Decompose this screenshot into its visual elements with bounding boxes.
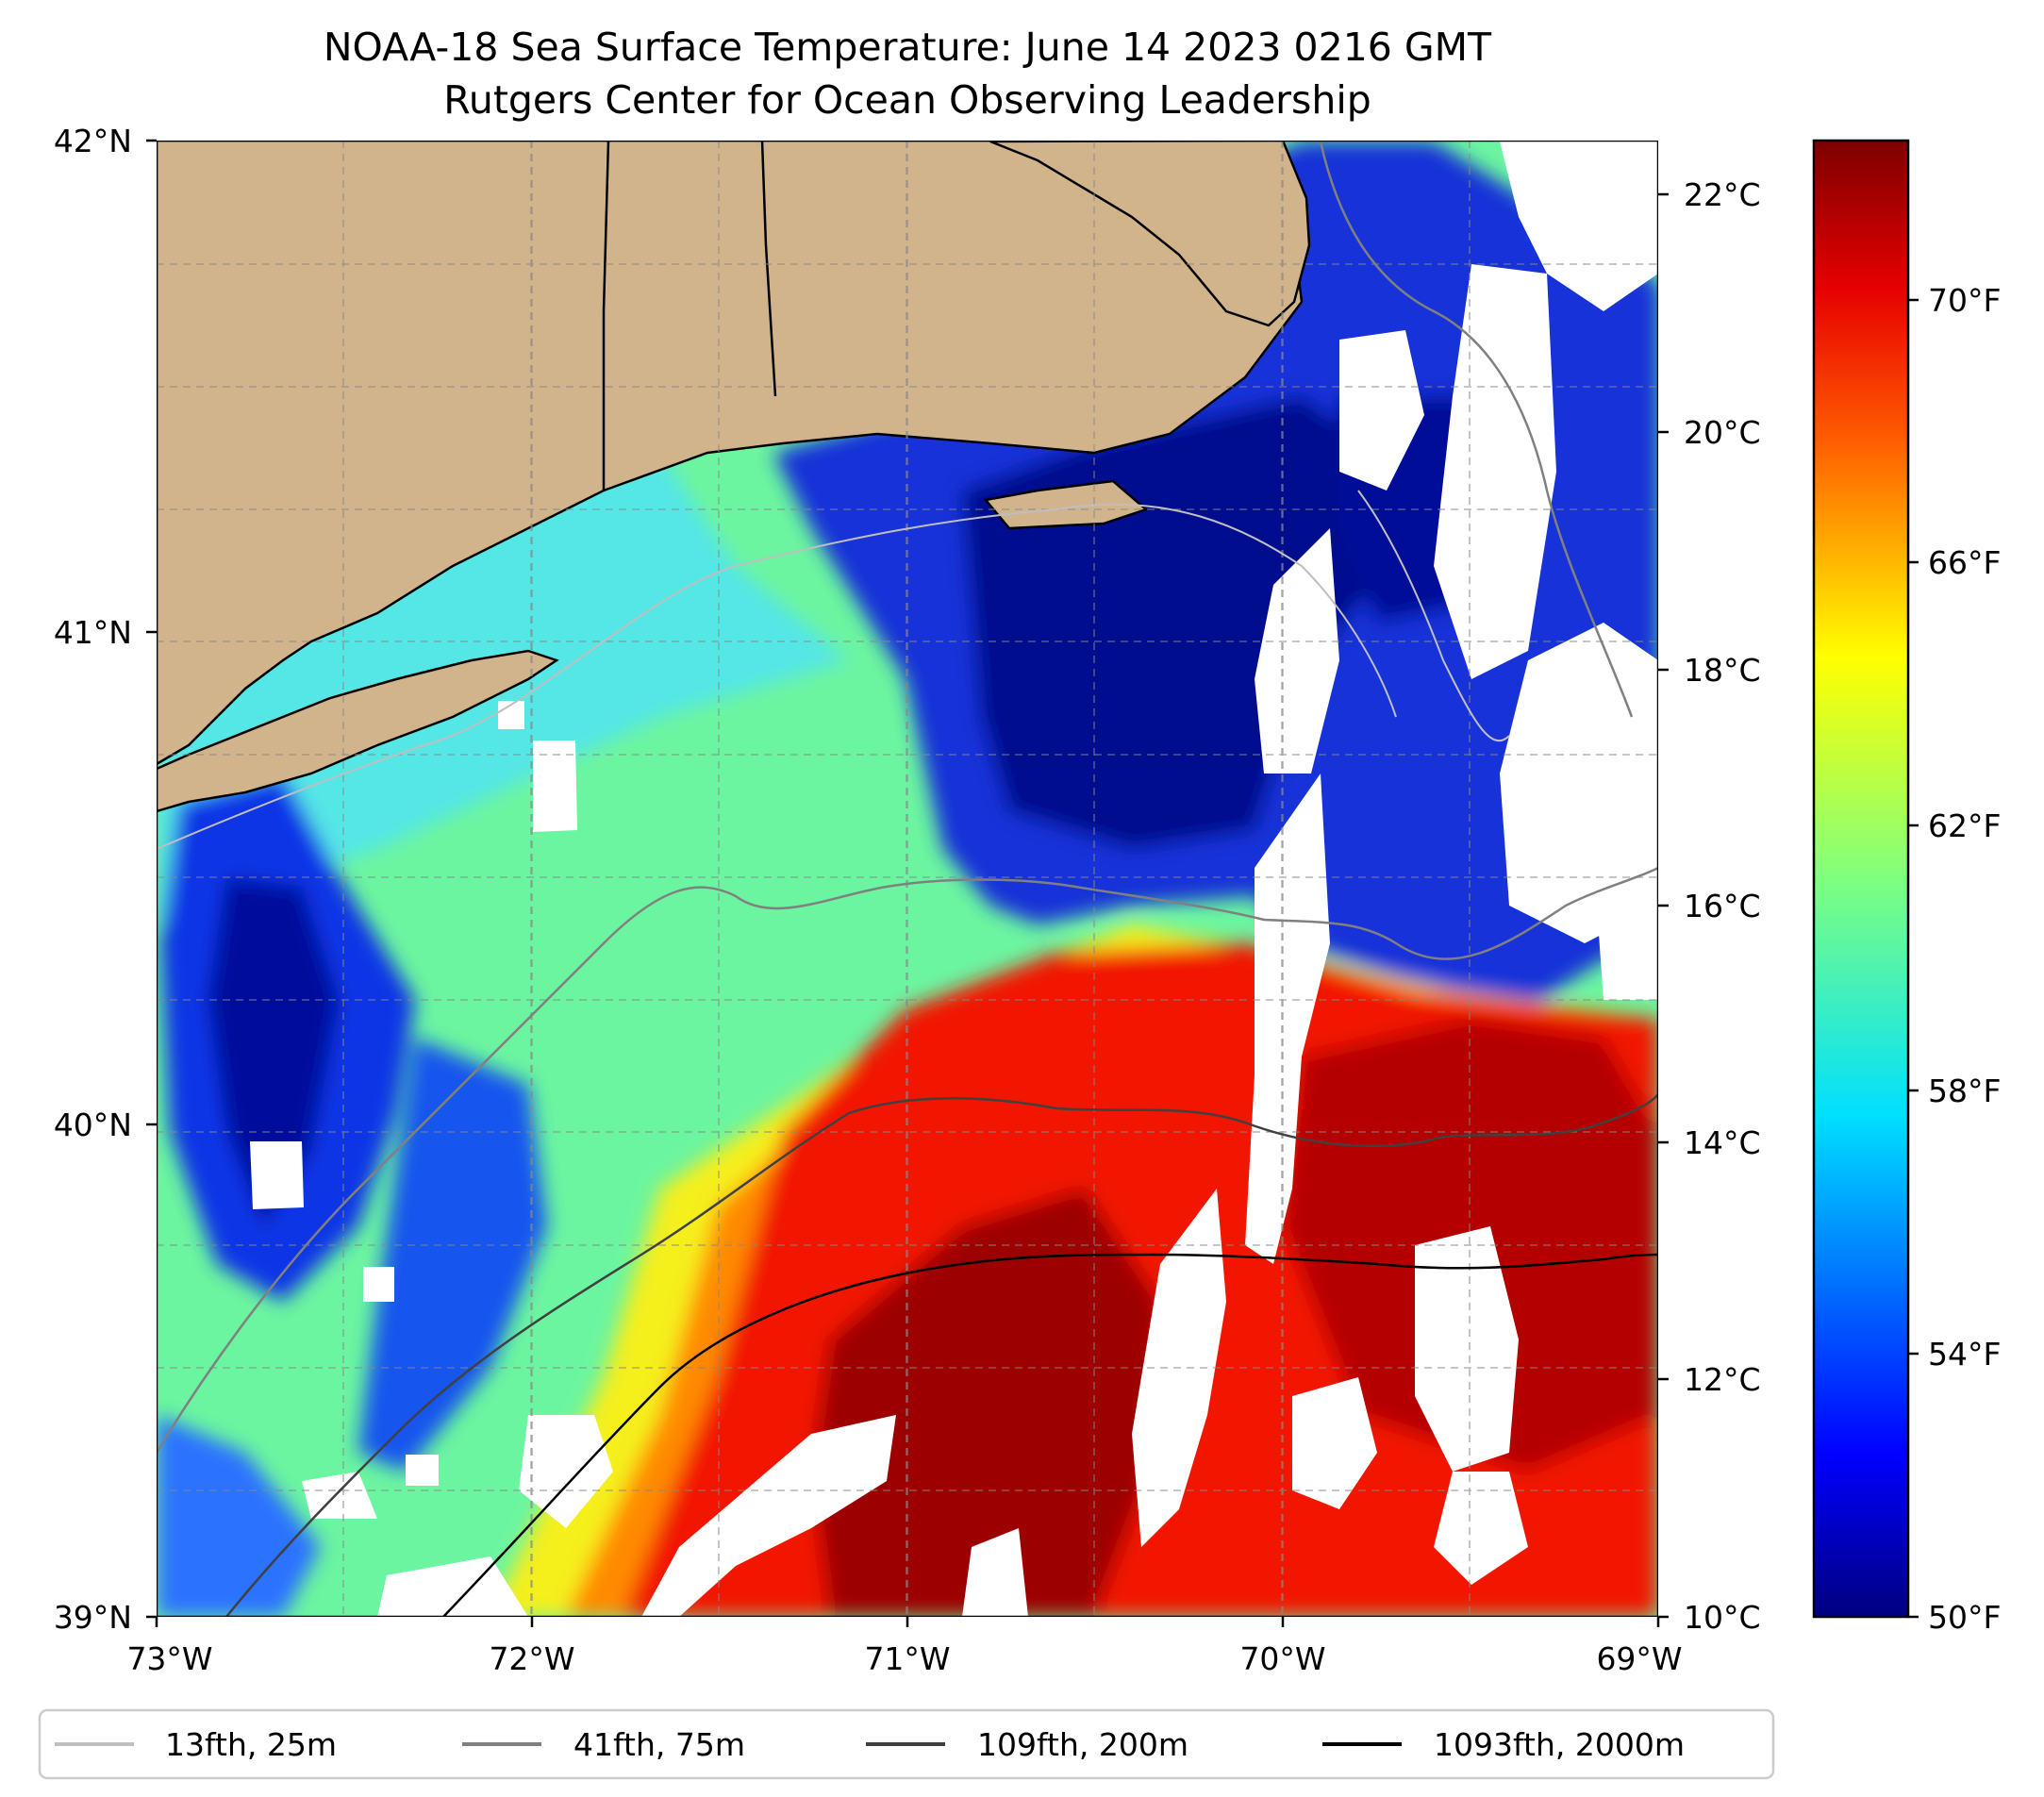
map-panel bbox=[157, 141, 1658, 1617]
legend-label: 109fth, 200m bbox=[977, 1726, 1188, 1763]
colorbar: 70°F 66°F 62°F 58°F 54°F 50°F bbox=[1812, 139, 2001, 1636]
y-tick-label: 42°N bbox=[54, 123, 132, 159]
cloud-gap-east-1 bbox=[1434, 264, 1556, 679]
celsius-tick-label: 14°C bbox=[1684, 1124, 1761, 1161]
x-tick-label: 70°W bbox=[1239, 1640, 1325, 1677]
legend-item: 109fth, 200m bbox=[866, 1726, 1188, 1763]
land bbox=[157, 141, 1311, 813]
isobath-2000m bbox=[442, 1253, 1658, 1617]
fahrenheit-tick-label: 66°F bbox=[1928, 544, 2001, 581]
cloud-gap-west-6 bbox=[406, 1455, 439, 1486]
cloud-gap-west-5 bbox=[302, 1472, 377, 1519]
y-axis: 42°N 41°N 40°N 39°N bbox=[54, 123, 157, 1636]
figure-title: NOAA-18 Sea Surface Temperature: June 14… bbox=[324, 25, 1492, 70]
land-borders bbox=[602, 141, 777, 491]
fahrenheit-tick-label: 50°F bbox=[1928, 1599, 2001, 1636]
fahrenheit-tick-label: 70°F bbox=[1928, 282, 2001, 319]
colorbar-body bbox=[1812, 139, 1910, 1619]
cloud-gap-west-4 bbox=[363, 1267, 394, 1302]
land-long-island bbox=[157, 649, 559, 813]
cloud-gap-strip-east bbox=[1245, 774, 1330, 1264]
gridlines bbox=[157, 141, 1658, 1617]
figure-subtitle: Rutgers Center for Ocean Observing Leade… bbox=[443, 77, 1371, 123]
cloud-gap-southwest bbox=[377, 1556, 528, 1617]
sst-darkred-warm-core bbox=[811, 1189, 1160, 1617]
fahrenheit-tick-label: 58°F bbox=[1928, 1073, 2001, 1109]
cloud-gap-south-7 bbox=[1434, 1472, 1528, 1585]
cloud-gap-south-3 bbox=[1415, 1226, 1519, 1472]
celsius-axis: 22°C 20°C 18°C 16°C 14°C 12°C 10°C bbox=[1658, 176, 1761, 1636]
celsius-tick-label: 18°C bbox=[1684, 652, 1761, 689]
isobath-25m bbox=[157, 490, 1510, 850]
land-block-island bbox=[983, 479, 1149, 530]
celsius-tick-label: 16°C bbox=[1684, 888, 1761, 924]
legend-item: 41fth, 75m bbox=[462, 1726, 745, 1763]
sst-blue-southwest bbox=[157, 1415, 321, 1617]
legend: 13fth, 25m 41fth, 75m 109fth, 200m 1093f… bbox=[38, 1708, 1775, 1780]
y-tick-label: 41°N bbox=[54, 614, 132, 651]
sst-blue-streak-west bbox=[358, 1038, 547, 1472]
celsius-tick-label: 22°C bbox=[1684, 176, 1761, 213]
sst-darkblue-swirl-west bbox=[208, 877, 340, 1226]
border-ny-ct bbox=[602, 141, 610, 491]
x-tick-label: 71°W bbox=[864, 1640, 950, 1677]
fahrenheit-tick-label: 62°F bbox=[1928, 807, 2001, 844]
isobath-200m bbox=[225, 1093, 1658, 1617]
legend-label: 1093fth, 2000m bbox=[1434, 1726, 1685, 1763]
cloud-mask bbox=[250, 141, 1658, 1617]
cloud-gap-west-1 bbox=[250, 1141, 304, 1209]
legend-label: 13fth, 25m bbox=[165, 1726, 337, 1763]
celsius-tick-label: 20°C bbox=[1684, 414, 1761, 451]
x-tick-label: 73°W bbox=[126, 1640, 212, 1677]
legend-label: 41fth, 75m bbox=[573, 1726, 745, 1763]
legend-item: 1093fth, 2000m bbox=[1322, 1726, 1685, 1763]
land-cape-cod bbox=[989, 141, 1311, 327]
cloud-gap-south-6 bbox=[962, 1528, 1028, 1617]
isobath-75m bbox=[157, 141, 1658, 1454]
x-axis: 73°W 72°W 71°W 70°W 69°W bbox=[126, 1617, 1683, 1677]
cloud-gap-strip-north bbox=[1255, 528, 1339, 774]
cloud-gap-south-4 bbox=[641, 1415, 896, 1617]
celsius-tick-label: 10°C bbox=[1684, 1599, 1761, 1636]
cloud-gap-strip-top bbox=[1339, 330, 1424, 491]
x-tick-label: 69°W bbox=[1596, 1640, 1682, 1677]
y-tick-label: 39°N bbox=[54, 1599, 132, 1636]
x-tick-label: 72°W bbox=[489, 1640, 574, 1677]
land-connecticut-rhode-island bbox=[157, 141, 1304, 766]
celsius-tick-label: 12°C bbox=[1684, 1361, 1761, 1398]
fahrenheit-tick-label: 54°F bbox=[1928, 1336, 2001, 1373]
cloud-gap-south-2 bbox=[1292, 1377, 1377, 1509]
cloud-gap-west-2 bbox=[533, 740, 577, 832]
y-tick-label: 40°N bbox=[54, 1106, 132, 1143]
border-ct-ri bbox=[760, 141, 777, 397]
cloud-gap-northeast bbox=[1500, 141, 1658, 311]
cloud-gap-south-5 bbox=[519, 1415, 613, 1528]
legend-item: 13fth, 25m bbox=[55, 1726, 337, 1763]
